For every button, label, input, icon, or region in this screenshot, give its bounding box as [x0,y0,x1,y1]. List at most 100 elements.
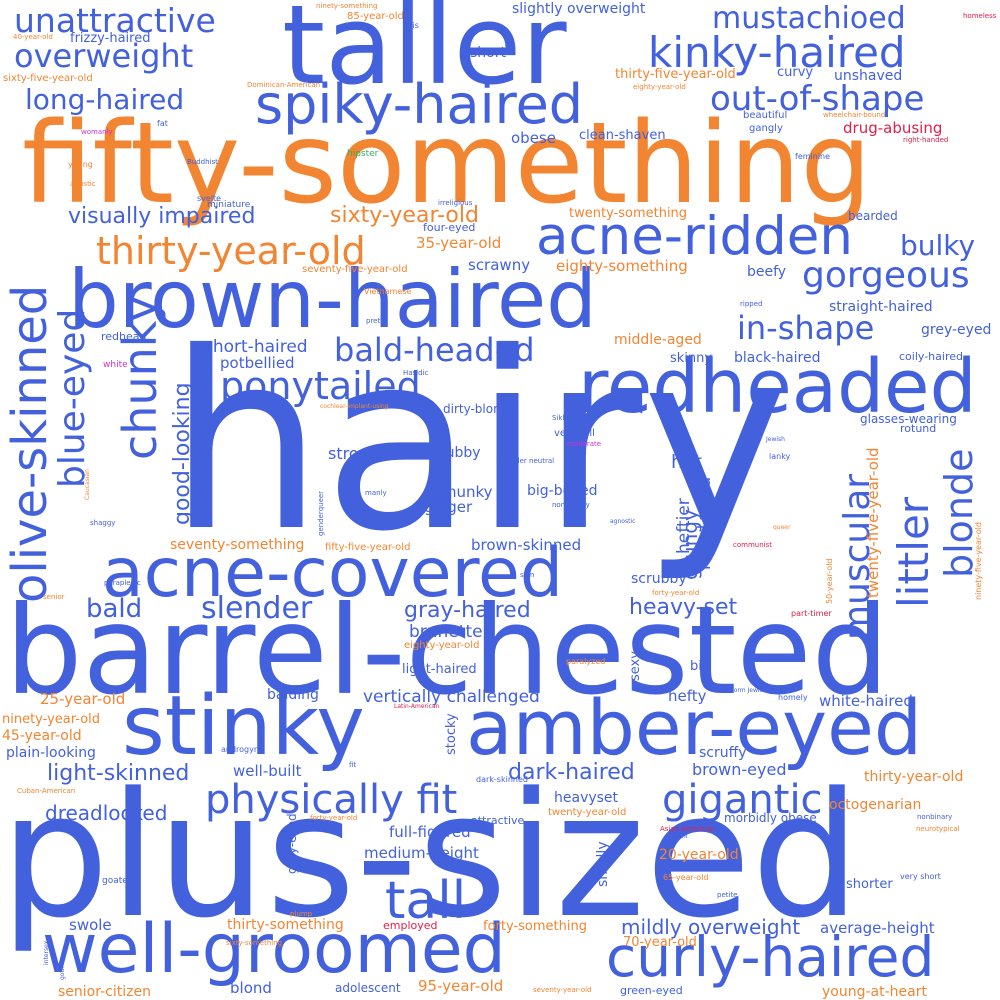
word-forty-something: forty-something [483,919,587,934]
word-hairy: hairy [168,300,788,585]
word-young: young [68,160,93,169]
word-cis: cis [408,21,419,30]
word-jewish: Jewish [766,436,785,443]
word-agnostic: agnostic [610,518,636,525]
word-twenty-something: twenty-something [569,206,688,221]
word-35-year-old: 35-year-old [416,234,502,252]
word-average-height: average-height [820,919,935,937]
word-brown-skinned: brown-skinned [471,536,582,554]
word-plump: plump [290,910,313,918]
word-twenty-five-year-old: twenty-five-year-old [864,447,882,598]
word-50-year-old: 50-year-old [825,558,834,605]
word-plain-looking: plain-looking [6,745,96,761]
word-mildly-overweight: mildly overweight [621,915,801,939]
word-plus-sized: plus-sized [0,755,861,956]
word-95-year-old: 95-year-old [418,977,504,995]
word-medium-height: medium-height [364,844,479,862]
word-paralyzed: paralyzed [566,657,606,666]
word-goth: goth [59,966,66,980]
word-hipster: hipster [347,149,379,159]
word-thirty-five-year-old: thirty-five-year-old [615,67,736,82]
word-bald-headed: bald-headed [334,331,535,369]
word-sexy: sexy [628,651,643,681]
word-fifty-five-year-old: fifty-five-year-old [325,542,411,553]
word-dreadlocked: dreadlocked [45,801,168,825]
word-part-timer: part-timer [791,609,832,618]
word-thirty-something: thirty-something [227,917,344,933]
word-grey-eyed: grey-eyed [921,322,992,338]
word-short-haired: short-haired [204,337,308,357]
word-four-eyed: four-eyed [423,221,476,234]
word-ginger: ginger [424,498,473,516]
word-acne-covered: acne-covered [102,534,564,613]
word-65-year-old: 65-year-old [663,873,709,882]
word-irreligious: irreligious [438,199,473,207]
word-white: white [103,360,128,370]
word-black-haired: black-haired [734,350,821,366]
word-light-skinned: light-skinned [47,761,190,786]
word-ripped: ripped [740,300,763,308]
word-queer: queer [773,524,791,531]
word-shorter: shorter [846,877,893,892]
word-well-groomed: well-groomed [42,910,506,989]
word-unattractive: unattractive [14,1,216,40]
word-fat: fat [157,119,168,128]
word-adolescent: adolescent [335,981,401,995]
word-amber-eyed: amber-eyed [466,683,923,772]
word-sunni: Sunni [668,832,688,840]
word-gray-eyed: gray-eyed [285,813,299,874]
word-unshaved: unshaved [834,68,903,84]
word-forty-year-old: forty-year-old [652,589,700,597]
word-gender-neutral: gender neutral [502,457,555,465]
word-hefty: hefty [668,687,707,705]
word-middle-aged: middle-aged [614,332,702,348]
word-40-year-old: 40-year-old [13,33,53,41]
word-eighty-year-old: eighty-year-old [633,83,686,91]
word-eighty-year-old-2: eighty-year-old [404,640,480,651]
word-sixty-something: sixty-something [226,939,283,947]
word-attractive: attractive [471,814,525,827]
word-spiky-haired: spiky-haired [255,73,584,136]
word-good-looking: good-looking [170,382,195,525]
word-potbellied: potbellied [220,354,295,372]
word-dark-haired: dark-haired [508,760,635,785]
word-barrel-chested: barrel-chested [5,580,890,722]
word-ninety-five-year-old: ninety-five-year-old [974,522,983,600]
word-70-year-old: 70-year-old [623,935,697,950]
word-20-year-old: 20-year-old [659,847,739,863]
word-bulky: bulky [900,229,976,262]
word-chubby: chubby [429,445,481,461]
word-gray-haired: gray-haired [404,598,531,623]
word-buddhist: Buddhist [187,158,218,166]
word-fit: fit [349,761,357,769]
word-brown-eyed: brown-eyed [692,760,787,779]
word-smelly: smelly [595,841,611,887]
word-hasidic: Hasidic [403,369,429,377]
word-feminine: feminine [795,152,831,161]
word-slim: slim [520,571,535,579]
word-light-haired: light-haired [402,662,477,677]
word-genderqueer: genderqueer [317,490,325,536]
word-homely: homely [778,693,808,702]
word-petite: petite [717,891,738,899]
word-heavy-set: heavy-set [629,595,738,620]
word-overweight: overweight [14,37,194,75]
word-scrubby: scrubby [631,571,687,587]
word-long-haired: long-haired [25,83,185,116]
word-seventy-year-old: seventy-year-old [533,986,592,994]
word-paraplegic: paraplegic [104,579,141,587]
word-dominican-american: Dominican-American [247,81,321,89]
word-young-at-heart: young-at-heart [822,984,927,1000]
word-sixty-five-year-old: sixty-five-year-old [3,73,93,84]
word-seventy-five-year-old: seventy-five-year-old [302,264,408,275]
word-svelte: svelte [197,194,222,203]
word-fifty-something: fifty-something [22,99,872,229]
word-strong: strong [328,444,379,463]
word-latin-american: Latin-American [394,703,440,710]
word-androgyne: androgyne [221,745,264,754]
word-25-year-old: 25-year-old [40,690,126,708]
word-well-built: well-built [233,762,302,780]
word-30-year-old: thirty-year-old [96,229,366,273]
word-very-short: very short [900,872,941,881]
